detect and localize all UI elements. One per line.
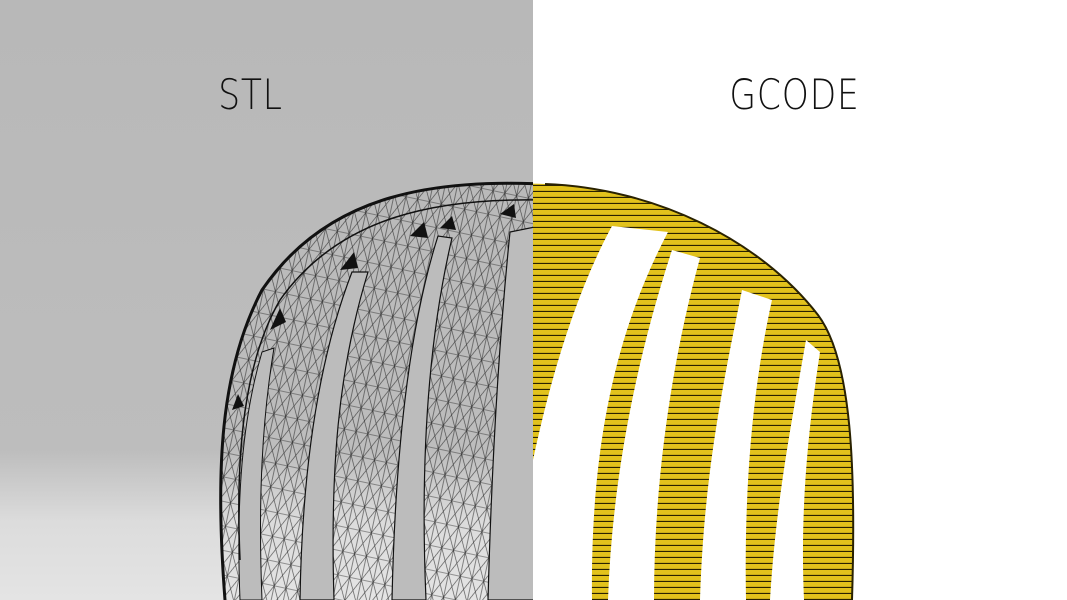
gcode-toolpath: [533, 183, 855, 600]
gcode-title: GCODE: [729, 70, 860, 119]
stl-title: STL: [218, 70, 283, 119]
